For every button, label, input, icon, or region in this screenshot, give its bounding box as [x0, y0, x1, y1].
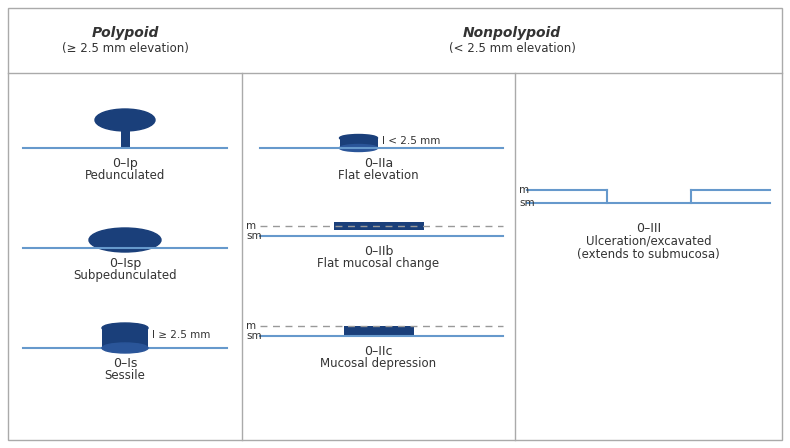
Text: 0–Is: 0–Is — [113, 357, 137, 370]
Text: 0–IIc: 0–IIc — [364, 345, 393, 358]
Text: Polypoid: Polypoid — [92, 26, 159, 40]
Text: Flat elevation: Flat elevation — [338, 168, 419, 181]
Text: m: m — [246, 321, 256, 331]
Text: m: m — [519, 185, 529, 195]
Bar — [344, 326, 413, 336]
Text: sm: sm — [246, 231, 261, 241]
Ellipse shape — [102, 323, 148, 333]
Text: sm: sm — [519, 198, 535, 208]
Ellipse shape — [95, 109, 155, 131]
Text: Sessile: Sessile — [104, 369, 145, 382]
Bar — [333, 222, 423, 230]
Text: m: m — [246, 221, 256, 231]
Text: (< 2.5 mm elevation): (< 2.5 mm elevation) — [449, 42, 575, 55]
Text: sm: sm — [246, 331, 261, 341]
Text: 0–III: 0–III — [636, 221, 661, 234]
Text: 0–Ip: 0–Ip — [112, 156, 138, 169]
Text: Nonpolypoid: Nonpolypoid — [463, 26, 561, 40]
Bar — [102, 328, 148, 348]
Text: Subpedunculated: Subpedunculated — [73, 268, 177, 281]
Text: Mucosal depression: Mucosal depression — [321, 357, 437, 370]
Ellipse shape — [89, 228, 161, 252]
Text: 0–IIb: 0–IIb — [364, 245, 393, 258]
Text: Ulceration/excavated: Ulceration/excavated — [585, 234, 711, 247]
Text: 0–IIa: 0–IIa — [364, 156, 393, 169]
Text: (≥ 2.5 mm elevation): (≥ 2.5 mm elevation) — [62, 42, 189, 55]
Ellipse shape — [340, 145, 378, 151]
Text: l < 2.5 mm: l < 2.5 mm — [382, 136, 441, 146]
Ellipse shape — [340, 134, 378, 142]
Text: 0–Isp: 0–Isp — [109, 257, 141, 270]
Bar — [340, 138, 378, 148]
Text: Flat mucosal change: Flat mucosal change — [318, 257, 439, 270]
Text: (extends to submucosa): (extends to submucosa) — [577, 247, 720, 260]
Text: Pedunculated: Pedunculated — [85, 168, 165, 181]
Text: l ≥ 2.5 mm: l ≥ 2.5 mm — [152, 330, 210, 340]
Ellipse shape — [102, 343, 148, 353]
Bar — [121, 130, 130, 148]
